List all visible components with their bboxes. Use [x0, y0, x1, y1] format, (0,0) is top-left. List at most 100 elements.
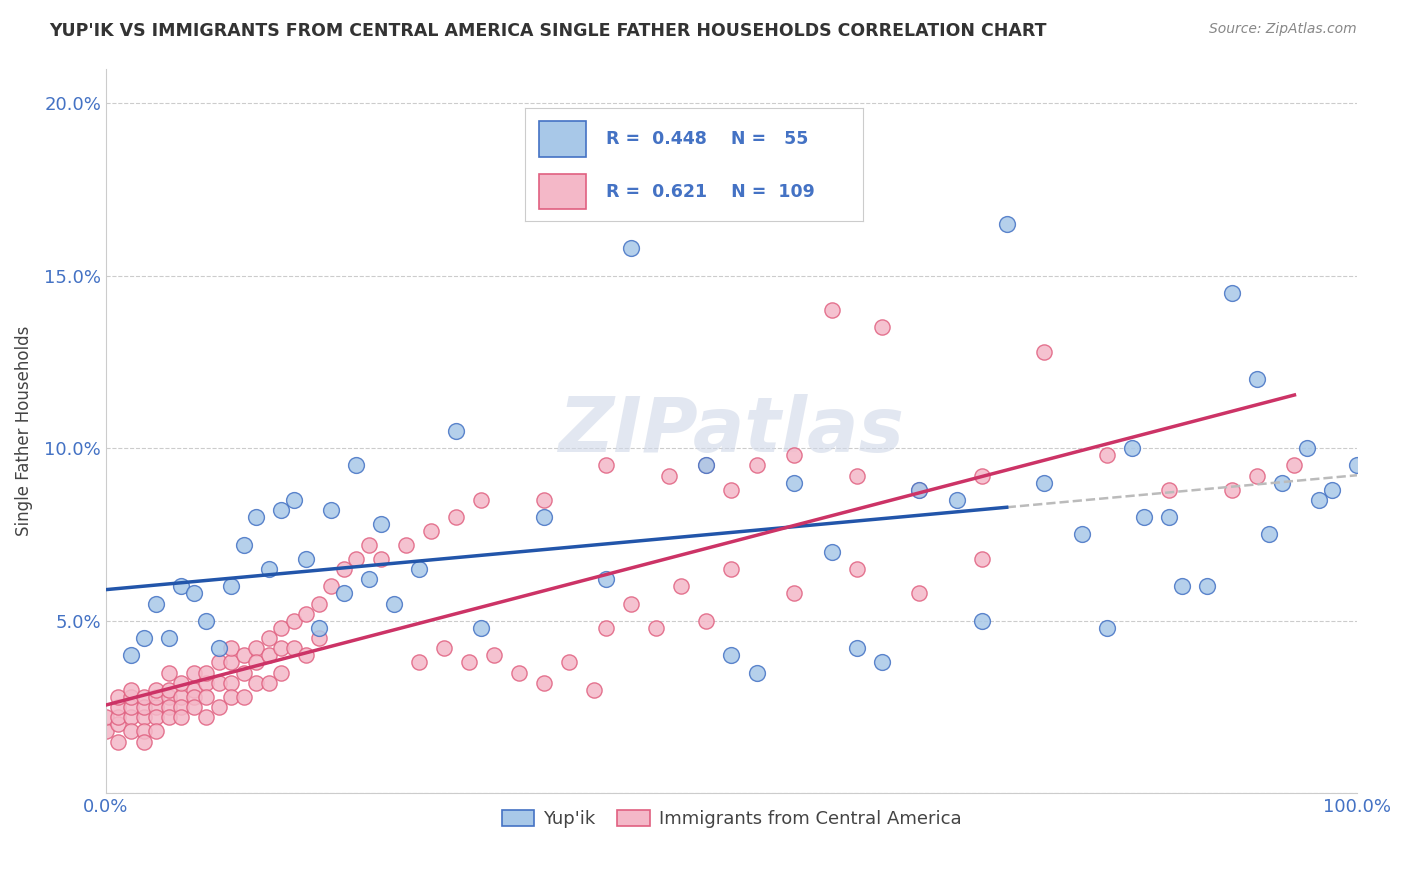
Point	[995, 217, 1018, 231]
Point	[382, 597, 405, 611]
Point	[970, 551, 993, 566]
Point	[1284, 458, 1306, 473]
Point	[132, 631, 155, 645]
Point	[845, 641, 868, 656]
Point	[582, 682, 605, 697]
Point	[1133, 510, 1156, 524]
Point	[1220, 285, 1243, 300]
Point	[457, 655, 479, 669]
Point	[245, 641, 267, 656]
Point	[357, 538, 380, 552]
Point	[94, 724, 117, 739]
Point	[344, 551, 367, 566]
Point	[470, 492, 492, 507]
Point	[820, 545, 842, 559]
Point	[1346, 458, 1368, 473]
Point	[420, 524, 443, 538]
Point	[783, 586, 806, 600]
Point	[908, 483, 931, 497]
Point	[157, 710, 180, 724]
Point	[344, 458, 367, 473]
Point	[745, 665, 768, 680]
Point	[1320, 483, 1343, 497]
Point	[170, 700, 193, 714]
Point	[332, 562, 354, 576]
Y-axis label: Single Father Households: Single Father Households	[15, 326, 32, 536]
Point	[219, 579, 242, 593]
Point	[132, 700, 155, 714]
Point	[1070, 527, 1092, 541]
Point	[120, 648, 142, 663]
Point	[145, 597, 167, 611]
Point	[446, 424, 468, 438]
Point	[132, 724, 155, 739]
Point	[183, 682, 205, 697]
Point	[107, 734, 129, 748]
Point	[482, 648, 505, 663]
Point	[107, 690, 129, 704]
Point	[720, 648, 742, 663]
Point	[219, 676, 242, 690]
Point	[695, 614, 717, 628]
Point	[658, 468, 681, 483]
Point	[720, 483, 742, 497]
Point	[232, 690, 254, 704]
Text: YUP'IK VS IMMIGRANTS FROM CENTRAL AMERICA SINGLE FATHER HOUSEHOLDS CORRELATION C: YUP'IK VS IMMIGRANTS FROM CENTRAL AMERIC…	[49, 22, 1046, 40]
Point	[245, 676, 267, 690]
Point	[1033, 475, 1056, 490]
Point	[145, 690, 167, 704]
Point	[783, 448, 806, 462]
Point	[1258, 527, 1281, 541]
Point	[1308, 492, 1330, 507]
Point	[308, 631, 330, 645]
Point	[120, 700, 142, 714]
Point	[845, 562, 868, 576]
Point	[195, 665, 218, 680]
Point	[120, 690, 142, 704]
Point	[332, 586, 354, 600]
Point	[533, 676, 555, 690]
Point	[183, 700, 205, 714]
Point	[908, 483, 931, 497]
Point	[207, 700, 229, 714]
Point	[408, 562, 430, 576]
Point	[470, 621, 492, 635]
Point	[120, 710, 142, 724]
Point	[232, 538, 254, 552]
Point	[695, 458, 717, 473]
Point	[245, 510, 267, 524]
Point	[107, 717, 129, 731]
Point	[695, 458, 717, 473]
Point	[1246, 372, 1268, 386]
Point	[1296, 441, 1319, 455]
Point	[270, 665, 292, 680]
Point	[219, 690, 242, 704]
Point	[170, 710, 193, 724]
Point	[170, 579, 193, 593]
Point	[207, 655, 229, 669]
Point	[283, 492, 305, 507]
Point	[308, 621, 330, 635]
Point	[321, 503, 343, 517]
Point	[595, 458, 617, 473]
Point	[195, 690, 218, 704]
Point	[145, 682, 167, 697]
Point	[120, 682, 142, 697]
Point	[321, 579, 343, 593]
Point	[157, 631, 180, 645]
Point	[1159, 483, 1181, 497]
Point	[107, 700, 129, 714]
Point	[357, 572, 380, 586]
Point	[257, 562, 280, 576]
Point	[270, 503, 292, 517]
Legend: Yup'ik, Immigrants from Central America: Yup'ik, Immigrants from Central America	[495, 802, 969, 835]
Point	[232, 665, 254, 680]
Point	[183, 665, 205, 680]
Point	[94, 710, 117, 724]
Point	[107, 710, 129, 724]
Point	[145, 724, 167, 739]
Point	[720, 562, 742, 576]
Text: Source: ZipAtlas.com: Source: ZipAtlas.com	[1209, 22, 1357, 37]
Point	[1095, 448, 1118, 462]
Point	[533, 510, 555, 524]
